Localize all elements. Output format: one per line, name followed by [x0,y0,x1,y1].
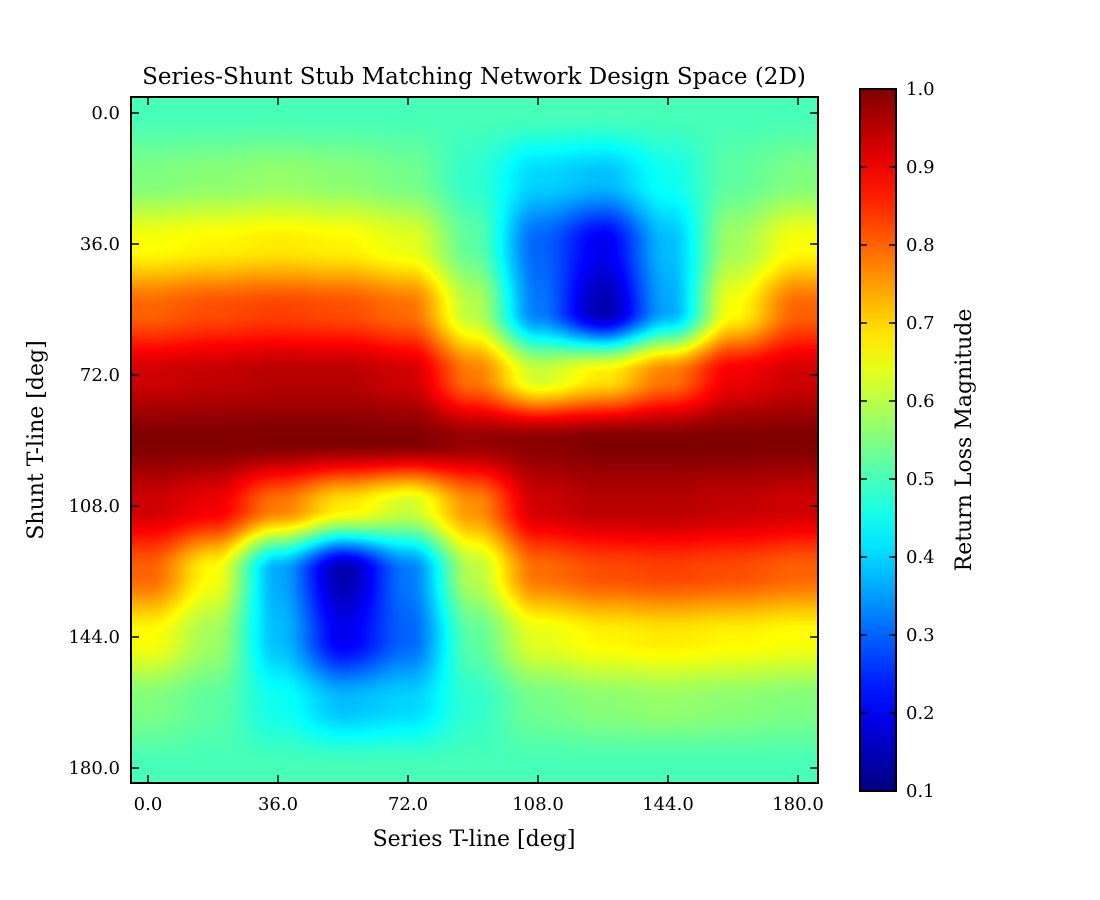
heatmap-plot [131,97,818,783]
colorbar-tick-label: 0.9 [906,157,935,178]
colorbar-tick-label: 0.8 [906,235,935,256]
chart-title: Series-Shunt Stub Matching Network Desig… [142,64,806,90]
y-axis-label: Shunt T-line [deg] [24,340,49,539]
colorbar-tick-label: 1.0 [906,79,935,100]
y-tick-label: 144.0 [68,627,120,648]
colorbar-ticks: 0.1 0.2 0.3 0.4 0.5 0.6 0.7 0.8 0.9 1.0 [860,79,935,802]
colorbar-tick-label: 0.2 [906,703,935,724]
y-tick-label: 0.0 [91,103,120,124]
x-tick-label: 108.0 [512,794,564,815]
x-tick-label: 144.0 [642,794,694,815]
x-tick-label: 72.0 [388,794,428,815]
y-axis: 0.0 36.0 72.0 108.0 144.0 180.0 [68,103,818,779]
y-tick-label: 180.0 [68,758,120,779]
heatmap-canvas [131,97,818,783]
colorbar-tick-label: 0.3 [906,625,935,646]
colorbar-tick-label: 0.1 [906,781,935,802]
colorbar-gradient [859,88,897,792]
colorbar-tick-label: 0.4 [906,547,935,568]
x-axis: 0.0 36.0 72.0 108.0 144.0 180.0 [134,97,824,815]
x-tick-label: 0.0 [134,794,163,815]
y-tick-label: 108.0 [68,496,120,517]
colorbar-tick-label: 0.6 [906,391,935,412]
colorbar-tick-label: 0.5 [906,469,935,490]
colorbar: 0.1 0.2 0.3 0.4 0.5 0.6 0.7 0.8 0.9 1.0 Return Lo… [859,79,977,802]
colorbar-tick-label: 0.7 [906,313,935,334]
x-tick-label: 36.0 [258,794,298,815]
x-axis-label: Series T-line [deg] [373,827,576,852]
y-tick-label: 36.0 [80,234,120,255]
y-tick-label: 72.0 [80,365,120,386]
x-tick-label: 180.0 [772,794,824,815]
colorbar-label: Return Loss Magnitude [952,309,977,572]
plot-frame [130,96,819,784]
